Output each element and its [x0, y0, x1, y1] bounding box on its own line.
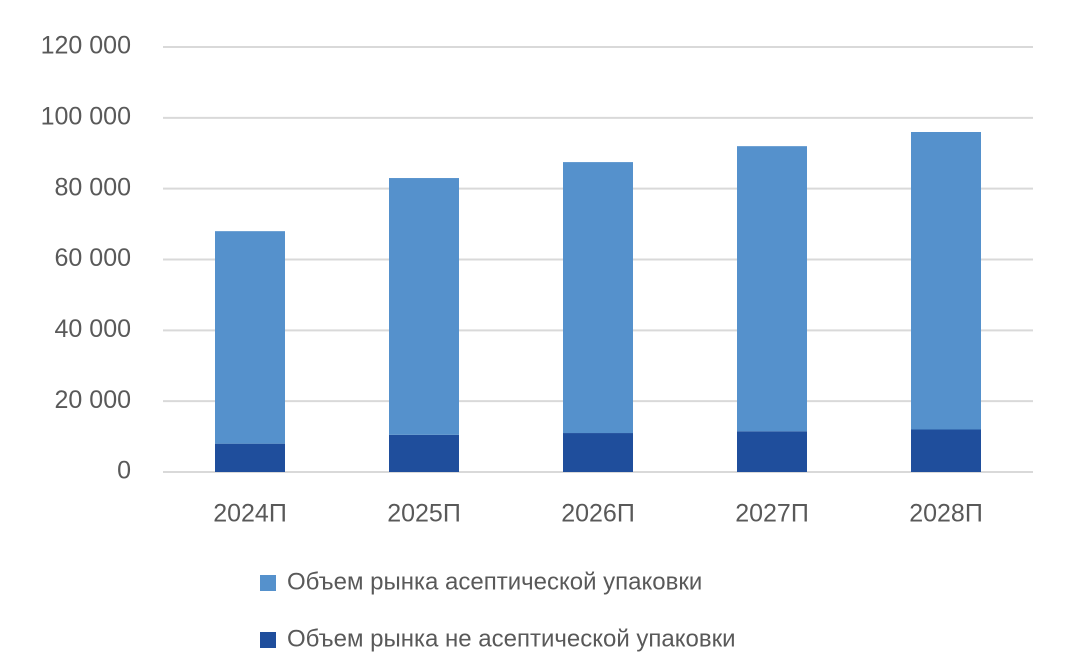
y-tick-label: 0	[117, 457, 131, 485]
y-tick-label: 80 000	[55, 173, 131, 201]
bar-segment	[215, 231, 285, 444]
legend-label: Объем рынка не асептической упаковки	[287, 625, 736, 652]
legend-swatch	[260, 575, 276, 591]
bar-segment	[389, 434, 459, 472]
legend-label: Объем рынка асептической упаковки	[287, 568, 702, 595]
bar-segment	[215, 443, 285, 472]
x-tick-label: 2024П	[213, 500, 287, 528]
bar-segment	[911, 132, 981, 430]
x-tick-label: 2028П	[909, 500, 983, 528]
legend-swatch	[260, 632, 276, 648]
y-tick-label: 100 000	[41, 102, 131, 130]
y-tick-label: 60 000	[55, 244, 131, 272]
bar-segment	[911, 429, 981, 472]
bar-segment	[737, 431, 807, 472]
bar-segment	[563, 162, 633, 434]
bar-segment	[389, 178, 459, 435]
x-tick-label: 2025П	[387, 500, 461, 528]
y-tick-label: 120 000	[41, 32, 131, 60]
bar-segment	[737, 146, 807, 432]
y-tick-label: 20 000	[55, 386, 131, 414]
x-tick-label: 2027П	[735, 500, 809, 528]
x-tick-label: 2026П	[561, 500, 635, 528]
bar-segment	[563, 433, 633, 472]
y-tick-label: 40 000	[55, 315, 131, 343]
